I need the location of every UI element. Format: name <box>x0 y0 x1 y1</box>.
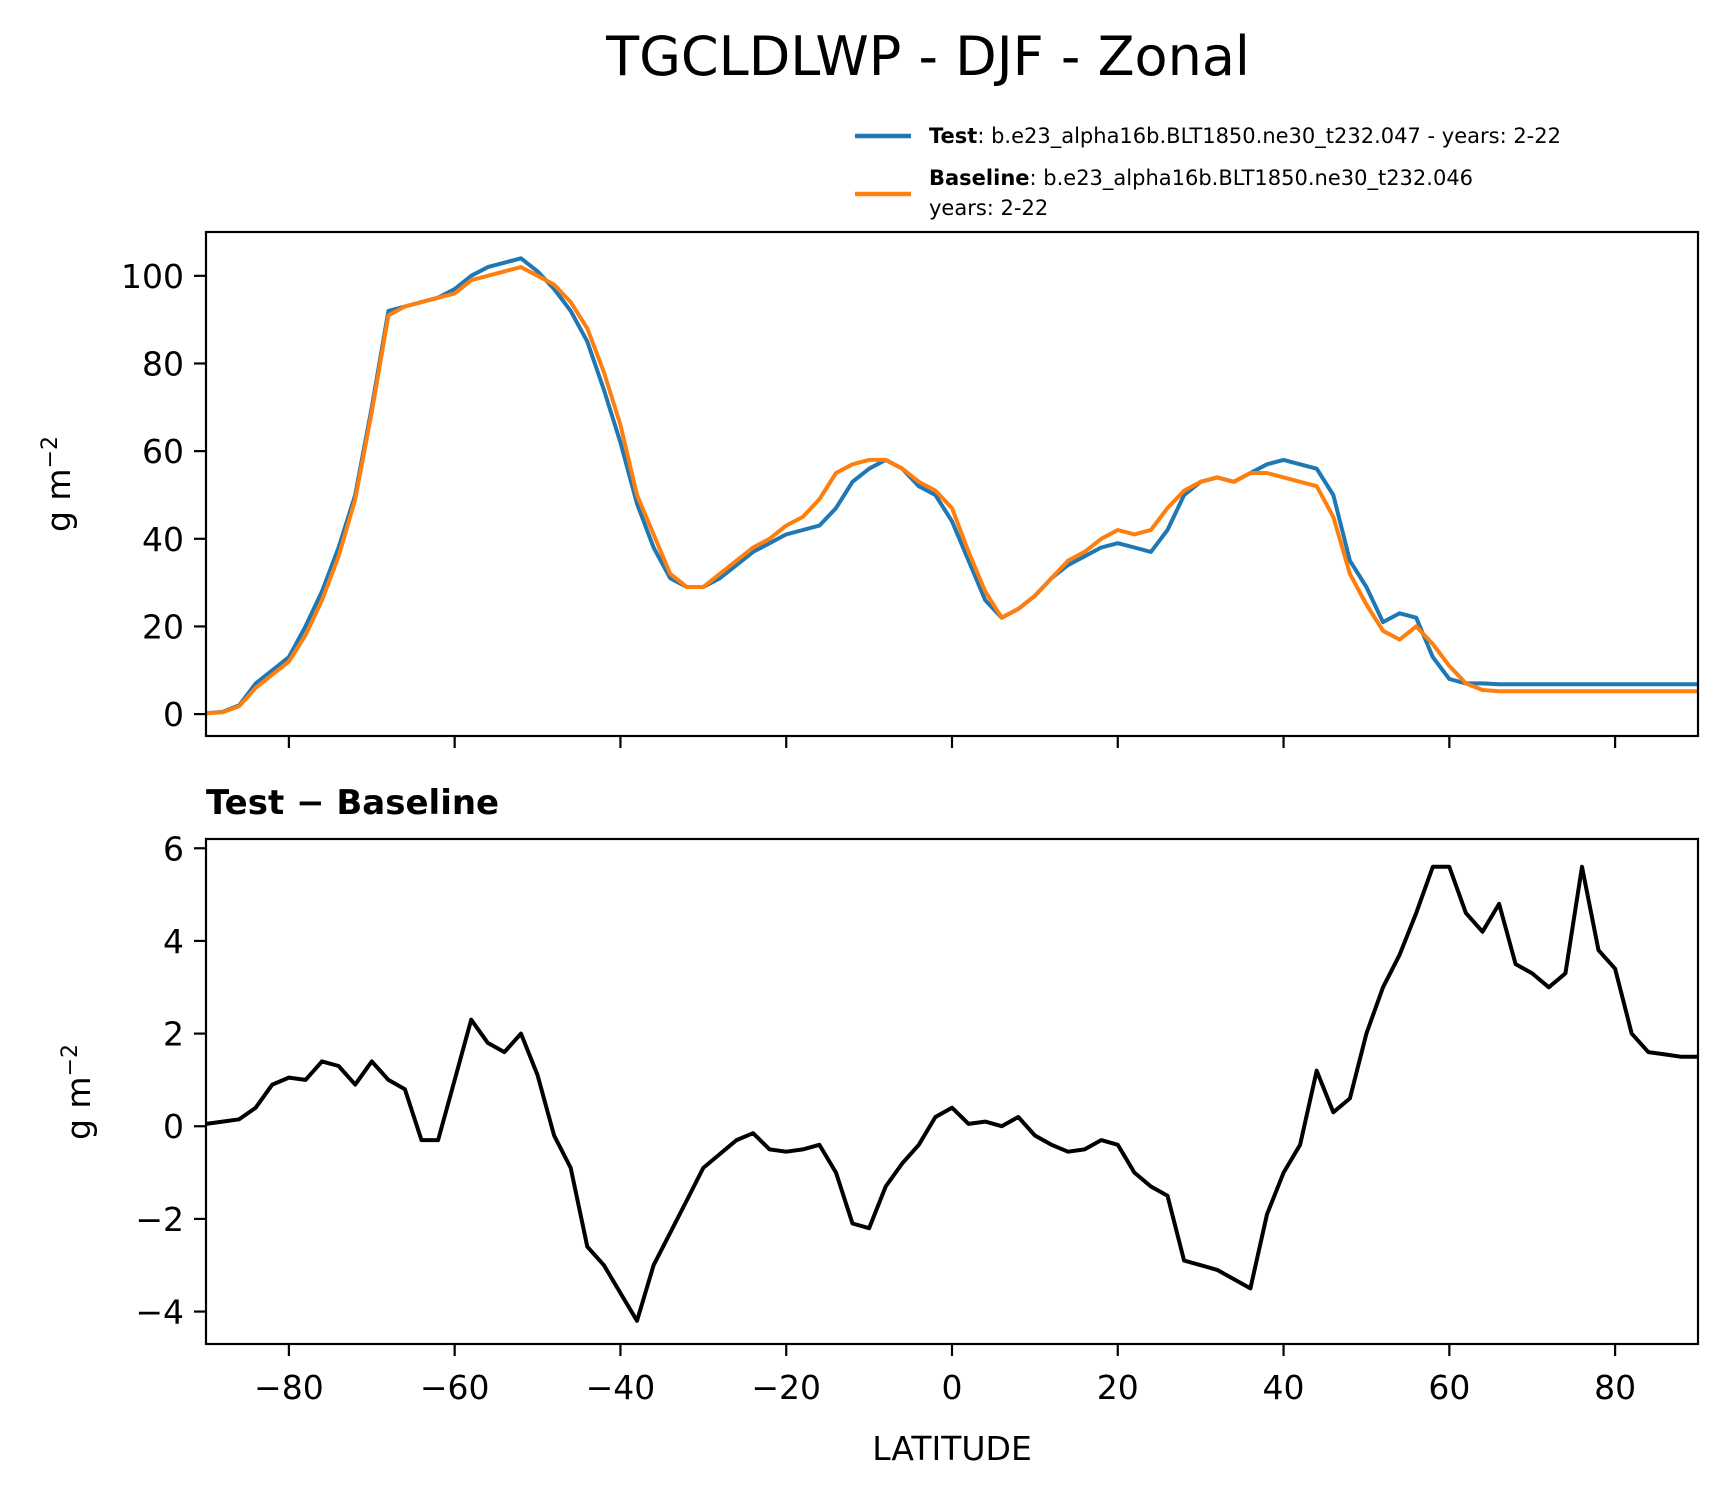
top-x-ticks <box>287 736 1617 748</box>
bottom-y-axis-label: g m−2 <box>58 1044 98 1140</box>
bottom-y-tick-label: 0 <box>163 1107 184 1146</box>
bottom-y-tick-label: −2 <box>135 1200 184 1239</box>
bottom-y-tick-label: 2 <box>163 1015 184 1054</box>
bottom-y-tick-label: 4 <box>163 922 184 961</box>
bottom-panel: Test − Baseline −80 −60 −40 −20 0 20 40 60 80 −4… <box>58 783 1700 1468</box>
bottom-x-ticks: −80 −60 −40 −20 0 20 40 60 80 <box>254 1344 1636 1407</box>
bottom-panel-title: Test − Baseline <box>206 783 499 823</box>
bottom-plot-frame <box>204 837 1700 1346</box>
series-baseline-line <box>206 265 1698 716</box>
bottom-x-tick-label: −60 <box>420 1368 490 1407</box>
top-y-tick-label: 0 <box>163 695 184 734</box>
bottom-y-tick-label: −4 <box>135 1293 184 1332</box>
legend: Test: b.e23_alpha16b.BLT1850.ne30_t232.0… <box>855 124 1561 220</box>
legend-test-name: Test <box>929 124 977 148</box>
top-y-tick-label: 100 <box>121 257 184 296</box>
bottom-x-tick-label: −20 <box>751 1368 821 1407</box>
legend-baseline-label: Baseline: b.e23_alpha16b.BLT1850.ne30_t2… <box>929 166 1473 191</box>
legend-test-text: : b.e23_alpha16b.BLT1850.ne30_t232.047 -… <box>977 124 1561 149</box>
bottom-x-tick-label: 60 <box>1428 1368 1470 1407</box>
figure-title: TGCLDLWP - DJF - Zonal <box>605 25 1250 88</box>
bottom-x-tick-label: 80 <box>1594 1368 1636 1407</box>
bottom-x-tick-label: 0 <box>942 1368 963 1407</box>
legend-baseline-name: Baseline <box>929 166 1030 190</box>
top-y-tick-label: 60 <box>142 432 184 471</box>
bottom-y-tick-label: 6 <box>163 829 184 868</box>
x-axis-label: LATITUDE <box>872 1429 1032 1468</box>
legend-baseline-text: : b.e23_alpha16b.BLT1850.ne30_t232.046 <box>1030 166 1474 191</box>
top-y-tick-label: 80 <box>142 344 184 383</box>
legend-baseline-years: years: 2-22 <box>929 196 1048 220</box>
top-panel: 0 20 40 60 80 100 g m−2 <box>38 230 1700 748</box>
top-y-ticks: 0 20 40 60 80 100 <box>121 257 206 734</box>
top-y-tick-label: 40 <box>142 520 184 559</box>
bottom-x-tick-label: 40 <box>1263 1368 1305 1407</box>
series-test-line <box>206 256 1698 716</box>
bottom-x-tick-label: −40 <box>586 1368 656 1407</box>
top-y-tick-label: 20 <box>142 607 184 646</box>
series-difference-line <box>206 864 1698 1323</box>
bottom-y-ticks: −4 −2 0 2 4 6 <box>135 829 206 1332</box>
top-plot-frame <box>204 230 1700 738</box>
top-y-axis-label: g m−2 <box>38 436 78 532</box>
bottom-x-tick-label: −80 <box>254 1368 324 1407</box>
legend-test-label: Test: b.e23_alpha16b.BLT1850.ne30_t232.0… <box>929 124 1561 149</box>
bottom-x-tick-label: 20 <box>1097 1368 1139 1407</box>
